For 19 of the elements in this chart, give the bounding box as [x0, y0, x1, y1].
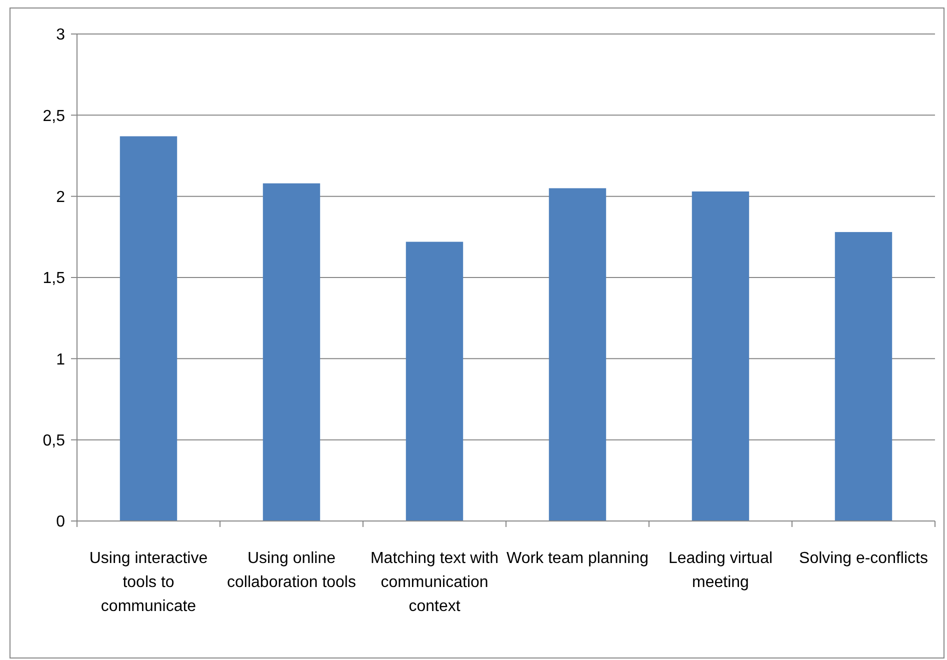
y-tick-label: 2 [56, 188, 66, 206]
y-tick-label: 0,5 [42, 432, 66, 450]
y-tick-label: 0 [56, 514, 66, 531]
x-tick-label: Using online collaboration tools [227, 550, 356, 591]
y-tick-label: 2,5 [42, 108, 66, 125]
bar [548, 188, 606, 521]
x-tick-label: Solving e-conflicts [799, 550, 928, 567]
x-tick-label: Matching text with communication context [370, 550, 499, 615]
x-tick-label: Leading virtual meeting [668, 550, 773, 591]
bar [262, 183, 320, 521]
bar [406, 242, 464, 521]
x-tick-label: Work team planning [506, 550, 648, 567]
x-tick-label: Using interactive tools to communicate [89, 550, 208, 615]
bar [120, 136, 178, 521]
bar [692, 191, 750, 521]
y-tick-label: 1 [56, 351, 66, 368]
y-tick-label: 3 [56, 26, 66, 44]
bar [834, 232, 892, 521]
y-tick-label: 1,5 [42, 270, 66, 288]
